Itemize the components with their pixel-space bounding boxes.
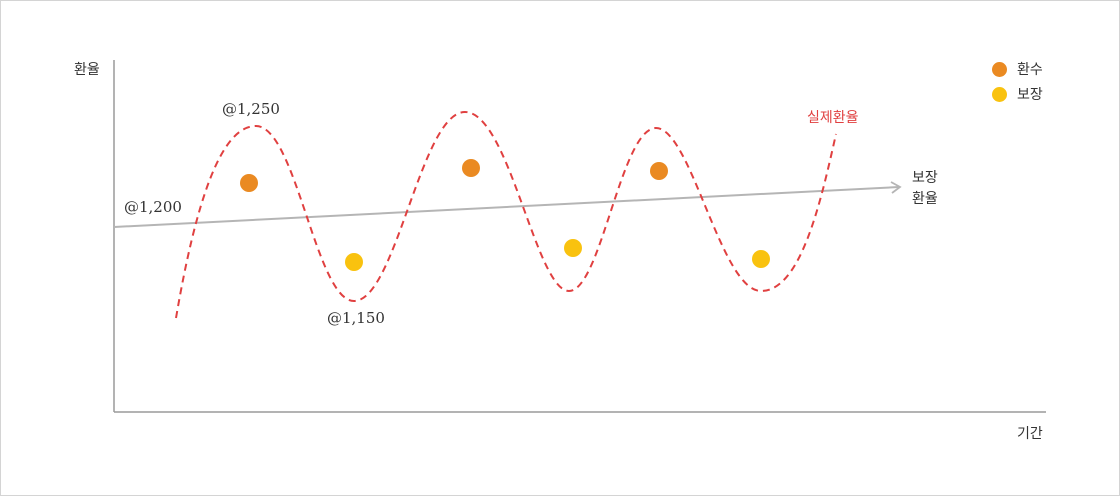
refund-point-1 (240, 174, 258, 192)
actual-rate-line (175, 110, 837, 319)
guaranteed-rate-label: 보장 환율 (912, 168, 938, 210)
guarantee-point-6 (752, 250, 770, 268)
legend-dot-refund (992, 61, 1007, 77)
legend-item-guarantee: 보장 (992, 84, 1043, 104)
refund-point-5 (650, 162, 668, 180)
legend-label-refund: 환수 (1017, 62, 1043, 78)
y-axis-label: 환율 (74, 62, 100, 78)
x-axis-label: 기간 (1017, 426, 1043, 442)
guarantee-point-2 (345, 253, 363, 271)
guaranteed-rate-label-line1: 보장 (912, 170, 938, 186)
legend-label-guarantee: 보장 (1017, 87, 1043, 103)
legend-dot-guarantee (992, 86, 1007, 102)
peak-rate-label: @1,250 (222, 100, 280, 118)
trough-rate-label: @1,150 (327, 309, 385, 327)
guarantee-point-4 (564, 239, 582, 257)
refund-point-3 (462, 159, 480, 177)
start-rate-label: @1,200 (124, 198, 182, 216)
guaranteed-rate-arrowhead (890, 181, 902, 194)
guaranteed-rate-label-line2: 환율 (912, 191, 938, 207)
guaranteed-rate-line (113, 186, 900, 228)
legend-item-refund: 환수 (992, 59, 1043, 79)
actual-rate-label: 실제환율 (807, 110, 859, 126)
